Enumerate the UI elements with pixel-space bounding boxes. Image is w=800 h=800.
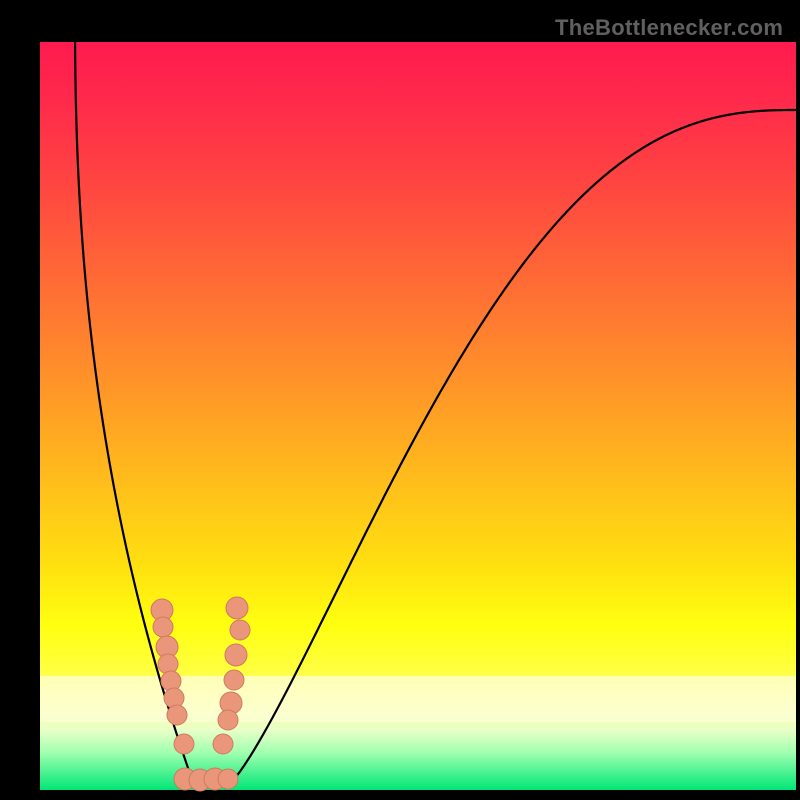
data-marker (226, 597, 248, 619)
data-marker (224, 670, 244, 690)
bottleneck-chart (0, 0, 800, 800)
data-marker (213, 734, 233, 754)
data-marker (153, 617, 173, 637)
data-marker (225, 644, 247, 666)
figure-root: TheBottlenecker.com (0, 0, 800, 800)
watermark-text: TheBottlenecker.com (555, 15, 783, 41)
data-marker (167, 705, 187, 725)
data-marker (218, 710, 238, 730)
data-marker (218, 769, 238, 789)
data-marker (230, 620, 250, 640)
data-marker (174, 734, 194, 754)
